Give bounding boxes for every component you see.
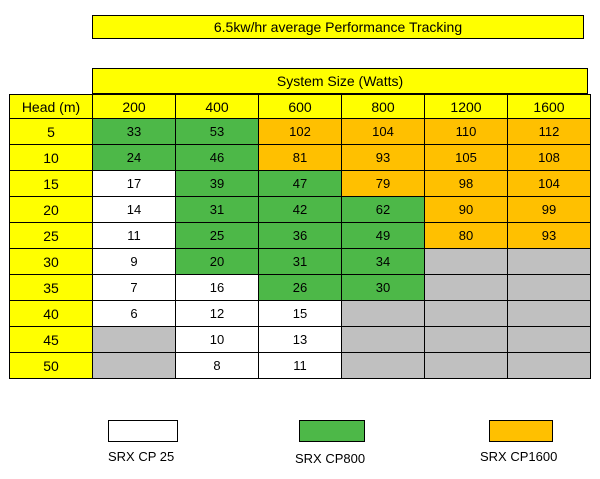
value-cell xyxy=(424,248,508,275)
head-value-cell: 40 xyxy=(9,300,93,327)
value-cell: 15 xyxy=(258,300,342,327)
legend-label-srx-cp1600: SRX CP1600 xyxy=(480,449,558,464)
value-cell xyxy=(507,300,591,327)
value-cell: 30 xyxy=(341,274,425,301)
value-cell xyxy=(92,326,176,353)
legend-label-srx-cp-25: SRX CP 25 xyxy=(108,449,175,464)
value-cell xyxy=(341,300,425,327)
table-row: 15 17 39 47 79 98 104 xyxy=(9,170,591,197)
value-cell: 108 xyxy=(507,144,591,171)
value-cell: 79 xyxy=(341,170,425,197)
value-cell: 9 xyxy=(92,248,176,275)
value-cell: 10 xyxy=(175,326,259,353)
legend-label-srx-cp800: SRX CP800 xyxy=(295,451,366,466)
head-value-cell: 25 xyxy=(9,222,93,249)
table-row: 30 9 20 31 34 xyxy=(9,248,591,275)
value-cell: 49 xyxy=(341,222,425,249)
performance-table: Head (m) 200 400 600 800 1200 1600 5 33 53 102 10… xyxy=(9,94,591,379)
legend-swatch-srx-cp800 xyxy=(299,420,365,442)
value-cell: 53 xyxy=(175,118,259,145)
value-cell: 13 xyxy=(258,326,342,353)
value-cell: 17 xyxy=(92,170,176,197)
value-cell: 104 xyxy=(341,118,425,145)
value-cell: 112 xyxy=(507,118,591,145)
head-value-cell: 50 xyxy=(9,352,93,379)
chart-title: 6.5kw/hr average Performance Tracking xyxy=(92,15,584,39)
value-cell: 102 xyxy=(258,118,342,145)
table-row: 35 7 16 26 30 xyxy=(9,274,591,301)
value-cell: 24 xyxy=(92,144,176,171)
column-header-1600: 1600 xyxy=(507,94,591,119)
table-row: 50 8 11 xyxy=(9,352,591,379)
value-cell xyxy=(92,352,176,379)
table-row: 45 10 13 xyxy=(9,326,591,353)
value-cell: 25 xyxy=(175,222,259,249)
value-cell xyxy=(424,326,508,353)
value-cell: 7 xyxy=(92,274,176,301)
head-value-cell: 10 xyxy=(9,144,93,171)
value-cell: 11 xyxy=(92,222,176,249)
table-row: 40 6 12 15 xyxy=(9,300,591,327)
value-cell: 93 xyxy=(507,222,591,249)
column-header-400: 400 xyxy=(175,94,259,119)
value-cell: 6 xyxy=(92,300,176,327)
value-cell: 98 xyxy=(424,170,508,197)
value-cell: 11 xyxy=(258,352,342,379)
value-cell: 39 xyxy=(175,170,259,197)
head-value-cell: 15 xyxy=(9,170,93,197)
value-cell: 99 xyxy=(507,196,591,223)
table-row: 20 14 31 42 62 90 99 xyxy=(9,196,591,223)
value-cell xyxy=(424,352,508,379)
head-value-cell: 20 xyxy=(9,196,93,223)
value-cell: 26 xyxy=(258,274,342,301)
column-header-800: 800 xyxy=(341,94,425,119)
head-value-cell: 30 xyxy=(9,248,93,275)
value-cell: 110 xyxy=(424,118,508,145)
value-cell: 36 xyxy=(258,222,342,249)
column-header-600: 600 xyxy=(258,94,342,119)
table-row: 10 24 46 81 93 105 108 xyxy=(9,144,591,171)
column-header-1200: 1200 xyxy=(424,94,508,119)
value-cell: 8 xyxy=(175,352,259,379)
value-cell: 16 xyxy=(175,274,259,301)
value-cell xyxy=(341,352,425,379)
value-cell: 47 xyxy=(258,170,342,197)
system-size-header: System Size (Watts) xyxy=(92,68,588,94)
value-cell: 12 xyxy=(175,300,259,327)
head-value-cell: 5 xyxy=(9,118,93,145)
table-row: 25 11 25 36 49 80 93 xyxy=(9,222,591,249)
head-column-header: Head (m) xyxy=(9,94,93,119)
value-cell: 46 xyxy=(175,144,259,171)
head-value-cell: 35 xyxy=(9,274,93,301)
legend-swatch-srx-cp-25 xyxy=(108,420,178,442)
value-cell: 104 xyxy=(507,170,591,197)
value-cell: 14 xyxy=(92,196,176,223)
value-cell: 31 xyxy=(258,248,342,275)
column-header-200: 200 xyxy=(92,94,176,119)
value-cell xyxy=(507,248,591,275)
value-cell: 62 xyxy=(341,196,425,223)
value-cell: 42 xyxy=(258,196,342,223)
value-cell xyxy=(341,326,425,353)
value-cell: 31 xyxy=(175,196,259,223)
value-cell: 20 xyxy=(175,248,259,275)
legend-swatch-srx-cp1600 xyxy=(489,420,553,442)
value-cell xyxy=(507,274,591,301)
value-cell: 81 xyxy=(258,144,342,171)
value-cell xyxy=(424,274,508,301)
value-cell xyxy=(424,300,508,327)
value-cell: 80 xyxy=(424,222,508,249)
value-cell: 33 xyxy=(92,118,176,145)
value-cell: 105 xyxy=(424,144,508,171)
value-cell xyxy=(507,352,591,379)
value-cell: 34 xyxy=(341,248,425,275)
value-cell: 93 xyxy=(341,144,425,171)
value-cell: 90 xyxy=(424,196,508,223)
value-cell xyxy=(507,326,591,353)
table-row: 5 33 53 102 104 110 112 xyxy=(9,118,591,145)
head-value-cell: 45 xyxy=(9,326,93,353)
column-header-row: Head (m) 200 400 600 800 1200 1600 xyxy=(9,94,591,119)
